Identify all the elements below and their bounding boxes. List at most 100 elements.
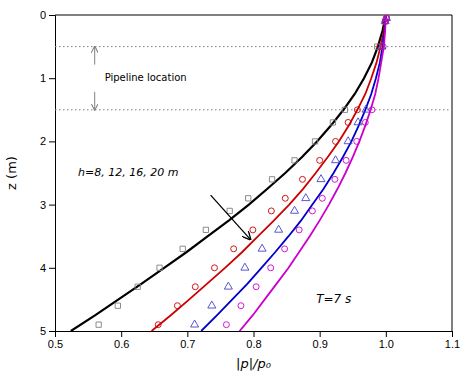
point [330, 120, 335, 125]
point [312, 139, 317, 144]
arrow [94, 92, 95, 110]
point [354, 138, 360, 144]
point [96, 322, 101, 327]
tick: 0.6 [114, 331, 129, 350]
tick: 0.9 [313, 331, 328, 350]
scatter-series [155, 15, 389, 327]
tick-label: 0.9 [313, 338, 328, 350]
point [292, 158, 297, 163]
point [192, 284, 198, 290]
point [319, 195, 325, 201]
tick-mark [121, 331, 122, 337]
tick-mark [452, 331, 453, 337]
point [369, 107, 375, 113]
y-axis-title: z (m) [4, 156, 19, 190]
point [302, 194, 310, 201]
line [240, 15, 386, 331]
tick-label: 1.0 [379, 338, 394, 350]
point [380, 44, 386, 50]
point [381, 17, 389, 24]
tick-mark [187, 331, 188, 337]
x-axis-title: |p|/p₀ [236, 356, 272, 371]
tick-label: 3 [40, 199, 46, 211]
tick-label: 2 [40, 135, 46, 147]
x-axis: 0.5 0.6 0.7 0.8 0.9 1.0 1.1 [48, 331, 460, 350]
point [269, 177, 274, 182]
tick: 4 [40, 262, 55, 274]
reference-line [55, 109, 452, 110]
point [309, 208, 315, 214]
point [246, 196, 251, 201]
point [354, 118, 362, 125]
line [71, 15, 386, 331]
tick-mark [49, 331, 55, 332]
scatter-series [223, 15, 389, 327]
tick-label: 0.8 [246, 338, 261, 350]
tick-label: 1.1 [445, 338, 460, 350]
tick-label: 4 [40, 262, 46, 274]
chart: 0.5 0.6 0.7 0.8 0.9 1.0 1.1 0 1 2 3 4 5 Pipeline loca… [0, 0, 474, 376]
annotation: Pipeline location [105, 72, 187, 83]
point [299, 176, 305, 182]
point [345, 119, 351, 125]
tick-mark [49, 268, 55, 269]
point [174, 303, 180, 309]
arrow [94, 47, 95, 65]
frame [55, 15, 452, 16]
tick: 0 [40, 9, 55, 21]
point [224, 282, 232, 289]
point [211, 265, 217, 271]
point [354, 107, 360, 113]
tick: 0.5 [48, 331, 63, 350]
point [317, 157, 323, 163]
point [282, 195, 288, 201]
point [115, 303, 120, 308]
tick: 2 [40, 135, 55, 147]
point [382, 18, 388, 24]
tick: 1.1 [445, 331, 460, 350]
tick: 0.8 [246, 331, 261, 350]
point [275, 225, 283, 232]
point [238, 303, 244, 309]
tick-label: 1 [40, 72, 46, 84]
tick-label: 0.7 [180, 338, 195, 350]
tick-label: 0.6 [114, 338, 129, 350]
axis-line [56, 332, 453, 338]
line [152, 15, 386, 331]
frame [452, 15, 453, 331]
tick-mark [49, 78, 55, 79]
marks [55, 15, 452, 331]
tick-mark [49, 141, 55, 142]
point [362, 119, 368, 125]
point [343, 157, 349, 163]
y-axis: 0 1 2 3 4 5 [40, 9, 56, 337]
point [268, 265, 274, 271]
tick: 0.7 [180, 331, 195, 350]
point [296, 227, 302, 233]
tick-mark [49, 205, 55, 206]
point [342, 107, 347, 112]
tick: 1 [40, 72, 55, 84]
point [253, 284, 259, 290]
point [155, 322, 161, 328]
tick-label: 5 [40, 325, 46, 337]
tick: 3 [40, 199, 55, 211]
point [227, 208, 232, 213]
annotation: h=8, 12, 16, 20 m [78, 166, 178, 179]
point [332, 156, 340, 163]
reference-line [55, 46, 452, 47]
tick-mark [49, 15, 55, 16]
point [241, 263, 249, 270]
axis-line [49, 16, 56, 332]
point [135, 284, 140, 289]
point [378, 42, 386, 49]
point [231, 246, 237, 252]
scatter-series [191, 15, 391, 327]
point [157, 265, 162, 270]
tick-mark [254, 331, 255, 337]
point [291, 206, 299, 213]
point [333, 138, 339, 144]
tick-label: 0 [40, 9, 46, 21]
point [203, 227, 208, 232]
point [223, 322, 229, 328]
